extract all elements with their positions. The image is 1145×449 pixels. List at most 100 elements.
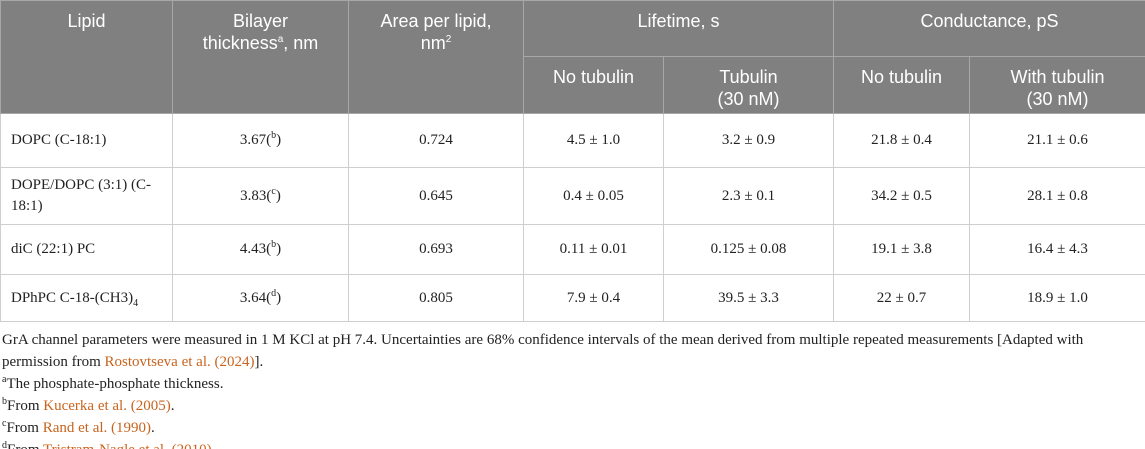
text: Area per lipid, <box>380 11 492 31</box>
header-line: nm2 <box>355 32 517 54</box>
subcolumn-header: With tubulin (30 nM) <box>969 56 1145 114</box>
text: 22 ± 0.7 <box>876 289 927 306</box>
text: . <box>170 398 175 414</box>
table-cell: DOPE/DOPC (3:1) (C-18:1) <box>0 167 173 225</box>
table-cell: 34.2 ± 0.5 <box>833 167 970 225</box>
reference-link[interactable]: Rand et al. (1990) <box>42 420 152 436</box>
text: ) <box>275 187 281 204</box>
text: ]. <box>254 354 264 370</box>
reference-link[interactable]: Rostovtseva et al. (2024) <box>104 354 255 370</box>
table-cell: 0.693 <box>348 224 524 275</box>
table-cell: diC (22:1) PC <box>0 224 173 275</box>
text: . <box>212 442 216 449</box>
text: DOPC (C-18:1) <box>11 132 107 148</box>
table-cell: 3.67(b) <box>172 113 349 168</box>
text: diC (22:1) PC <box>11 241 96 257</box>
text: 3.2 ± 0.9 <box>721 132 776 148</box>
reference-link[interactable]: Tristram-Nagle et al. (2010) <box>43 442 212 449</box>
text: 0.4 ± 0.05 <box>563 187 624 204</box>
superscript: d <box>2 440 7 449</box>
group-header: Conductance, pS <box>833 0 1145 57</box>
text: 0.693 <box>419 241 453 257</box>
text: No tubulin <box>860 67 943 87</box>
text: 39.5 ± 3.3 <box>718 289 779 306</box>
text: ) <box>276 241 282 257</box>
table-cell: 2.3 ± 0.1 <box>663 167 834 225</box>
text: From <box>7 398 44 414</box>
table-cell: DPhPC C-18-(CH3)4 <box>0 274 173 322</box>
footnote: GrA channel parameters were measured in … <box>2 329 1141 373</box>
header-line: No tubulin <box>840 66 963 88</box>
table-row: DPhPC C-18-(CH3)4 3.64(d) 0.805 7.9 ± 0.4 39… <box>0 274 1145 322</box>
text: 21.8 ± 0.4 <box>871 132 932 148</box>
header-line: Conductance, pS <box>840 10 1139 32</box>
reference-link[interactable]: Kucerka et al. (2005) <box>43 398 171 414</box>
header-line: (30 nM) <box>976 88 1139 110</box>
table-cell: 0.805 <box>348 274 524 322</box>
superscript: a <box>277 34 284 45</box>
superscript: c <box>2 418 7 429</box>
text: nm <box>420 33 446 53</box>
superscript: a <box>2 374 7 385</box>
table-cell: 21.1 ± 0.6 <box>969 113 1145 168</box>
superscript: c <box>271 185 276 197</box>
table-cell: 0.645 <box>348 167 524 225</box>
text: From <box>6 420 43 436</box>
text: DOPE/DOPC (3:1) (C-18:1) <box>11 177 152 214</box>
text: 0.724 <box>419 132 453 148</box>
text: No tubulin <box>552 67 635 87</box>
text: thickness <box>202 33 278 53</box>
table-cell: 0.125 ± 0.08 <box>663 224 834 275</box>
data-table: Lipid Bilayer thicknessa, nm Area per lipid… <box>0 0 1145 322</box>
header-line: Tubulin <box>670 66 827 88</box>
table-cell: 28.1 ± 0.8 <box>969 167 1145 225</box>
text: 3.83( <box>240 187 272 204</box>
table-cell: 3.64(d) <box>172 274 349 322</box>
subcolumn-header: Tubulin (30 nM) <box>663 56 834 114</box>
group-header: Lifetime, s <box>523 0 834 57</box>
table-cell: 7.9 ± 0.4 <box>523 274 664 322</box>
text: 0.805 <box>419 289 453 306</box>
header-line: Bilayer <box>179 10 342 32</box>
table-cell: 0.724 <box>348 113 524 168</box>
superscript: b <box>2 396 7 407</box>
footnote: aThe phosphate-phosphate thickness. <box>2 373 1141 395</box>
text: GrA channel parameters were measured in … <box>2 332 1084 370</box>
text: Conductance, pS <box>920 11 1059 31</box>
text: . <box>151 420 155 436</box>
table-row: diC (22:1) PC 4.43(b) 0.693 0.11 ± 0.01 0.12… <box>0 224 1145 275</box>
footnote: bFrom Kucerka et al. (2005). <box>2 395 1141 417</box>
text: 34.2 ± 0.5 <box>871 187 932 204</box>
header-line: With tubulin <box>976 66 1139 88</box>
header-line: Lifetime, s <box>530 10 827 32</box>
table-cell: 3.83(c) <box>172 167 349 225</box>
table-cell: 4.43(b) <box>172 224 349 275</box>
table-cell: 22 ± 0.7 <box>833 274 970 322</box>
subcolumn-header: No tubulin <box>833 56 970 114</box>
header-line: (30 nM) <box>670 88 827 110</box>
table-cell: 4.5 ± 1.0 <box>523 113 664 168</box>
text: ) <box>276 132 282 148</box>
text: From <box>7 442 43 449</box>
header-line: thicknessa, nm <box>179 32 342 54</box>
table-cell: DOPC (C-18:1) <box>0 113 173 168</box>
footnote: cFrom Rand et al. (1990). <box>2 417 1141 439</box>
text: 4.5 ± 1.0 <box>566 132 621 148</box>
text: (30 nM) <box>1026 89 1089 109</box>
text: Lifetime, s <box>637 11 720 31</box>
superscript: d <box>271 287 277 299</box>
table-cell: 0.11 ± 0.01 <box>523 224 664 275</box>
text: 16.4 ± 4.3 <box>1027 241 1088 257</box>
text: The phosphate-phosphate thickness. <box>6 376 224 392</box>
footnotes: GrA channel parameters were measured in … <box>0 322 1145 449</box>
footnote: dFrom Tristram-Nagle et al. (2010). <box>2 439 1141 449</box>
text: 2.3 ± 0.1 <box>721 187 776 204</box>
text: With tubulin <box>1010 67 1105 87</box>
text: , nm <box>283 33 319 53</box>
header-line: Lipid <box>7 10 166 32</box>
table-cell: 19.1 ± 3.8 <box>833 224 970 275</box>
text: DPhPC C-18-(CH3) <box>11 289 134 306</box>
text: 3.64( <box>239 289 272 306</box>
text: 7.9 ± 0.4 <box>566 289 621 306</box>
